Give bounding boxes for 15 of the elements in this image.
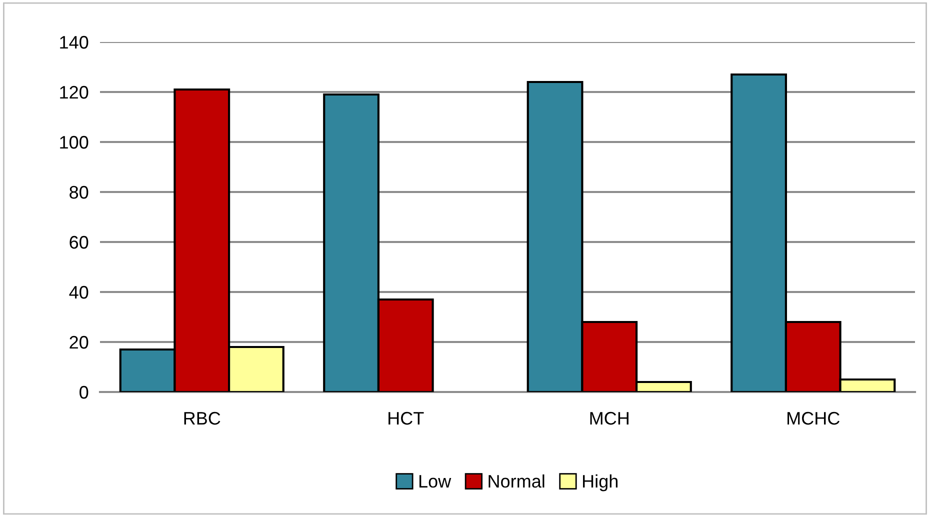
legend-label: Normal <box>488 474 544 488</box>
legend-label: High <box>583 474 618 492</box>
x-tick-label: RBC <box>184 412 220 425</box>
y-tick-label: 60 <box>70 236 88 249</box>
y-tick-label: 40 <box>69 286 88 299</box>
y-tick-label: 20 <box>70 336 88 349</box>
x-tick-label: MCHC <box>788 412 840 425</box>
y-tick-label: 80 <box>70 186 88 199</box>
y-tick-label: 0 <box>80 386 88 399</box>
y-tick-label: 120 <box>60 86 88 99</box>
x-tick-label: HCT <box>388 412 424 425</box>
y-tick-label: 140 <box>60 36 88 49</box>
legend-label: Low <box>419 475 452 488</box>
y-tick-label: 100 <box>60 136 88 149</box>
x-tick-label: MCH <box>590 412 628 425</box>
